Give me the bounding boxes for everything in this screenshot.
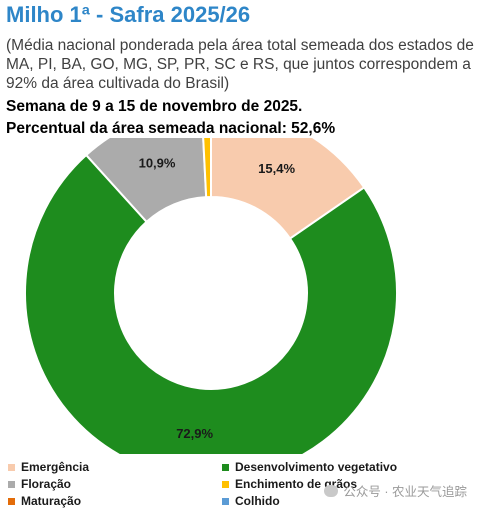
donut-chart: 15,4% 72,9% 10,9% [24, 138, 398, 454]
slice-desenvolvimento-vegetativo [24, 153, 398, 454]
legend-label: Colhido [235, 494, 280, 508]
legend-label: Floração [21, 477, 72, 491]
slice-enchimento-de-gr-os [202, 138, 212, 199]
wechat-icon [324, 484, 339, 497]
legend-item-flora-o: Floração [8, 477, 71, 491]
legend-swatch [222, 463, 229, 471]
legend-swatch [8, 497, 15, 505]
legend-item-matura-o: Maturação [8, 494, 81, 508]
legend-swatch [8, 480, 15, 488]
legend-item-colhido: Colhido [222, 494, 280, 508]
legend-label: Emergência [21, 460, 90, 474]
legend-item-emerg-ncia: Emergência [8, 460, 89, 474]
sown-area-percent-line: Percentual da área semeada nacional: 52,… [6, 120, 336, 137]
data-label: 72,9% [176, 426, 213, 441]
chart-title: Milho 1ª - Safra 2025/26 [6, 2, 251, 27]
slice-flora-o [84, 138, 208, 224]
legend-item-desenvolvimento-vegetativo: Desenvolvimento vegetativo [222, 460, 397, 474]
legend-swatch [8, 463, 15, 471]
week-line: Semana de 9 a 15 de novembro de 2025. [6, 98, 303, 115]
data-label: 10,9% [139, 156, 176, 171]
watermark: 公众号 · 农业天气追踪 [324, 481, 467, 500]
chart-legend: Emergência Desenvolvimento vegetativo Flor… [0, 456, 481, 508]
legend-label: Maturação [21, 494, 82, 508]
watermark-text: 公众号 · 农业天气追踪 [343, 485, 467, 499]
legend-swatch [222, 480, 229, 488]
legend-label: Desenvolvimento vegetativo [235, 460, 398, 474]
data-label: 15,4% [258, 161, 295, 176]
chart-subtitle: (Média nacional ponderada pela área tota… [6, 37, 474, 92]
legend-swatch [222, 497, 229, 505]
